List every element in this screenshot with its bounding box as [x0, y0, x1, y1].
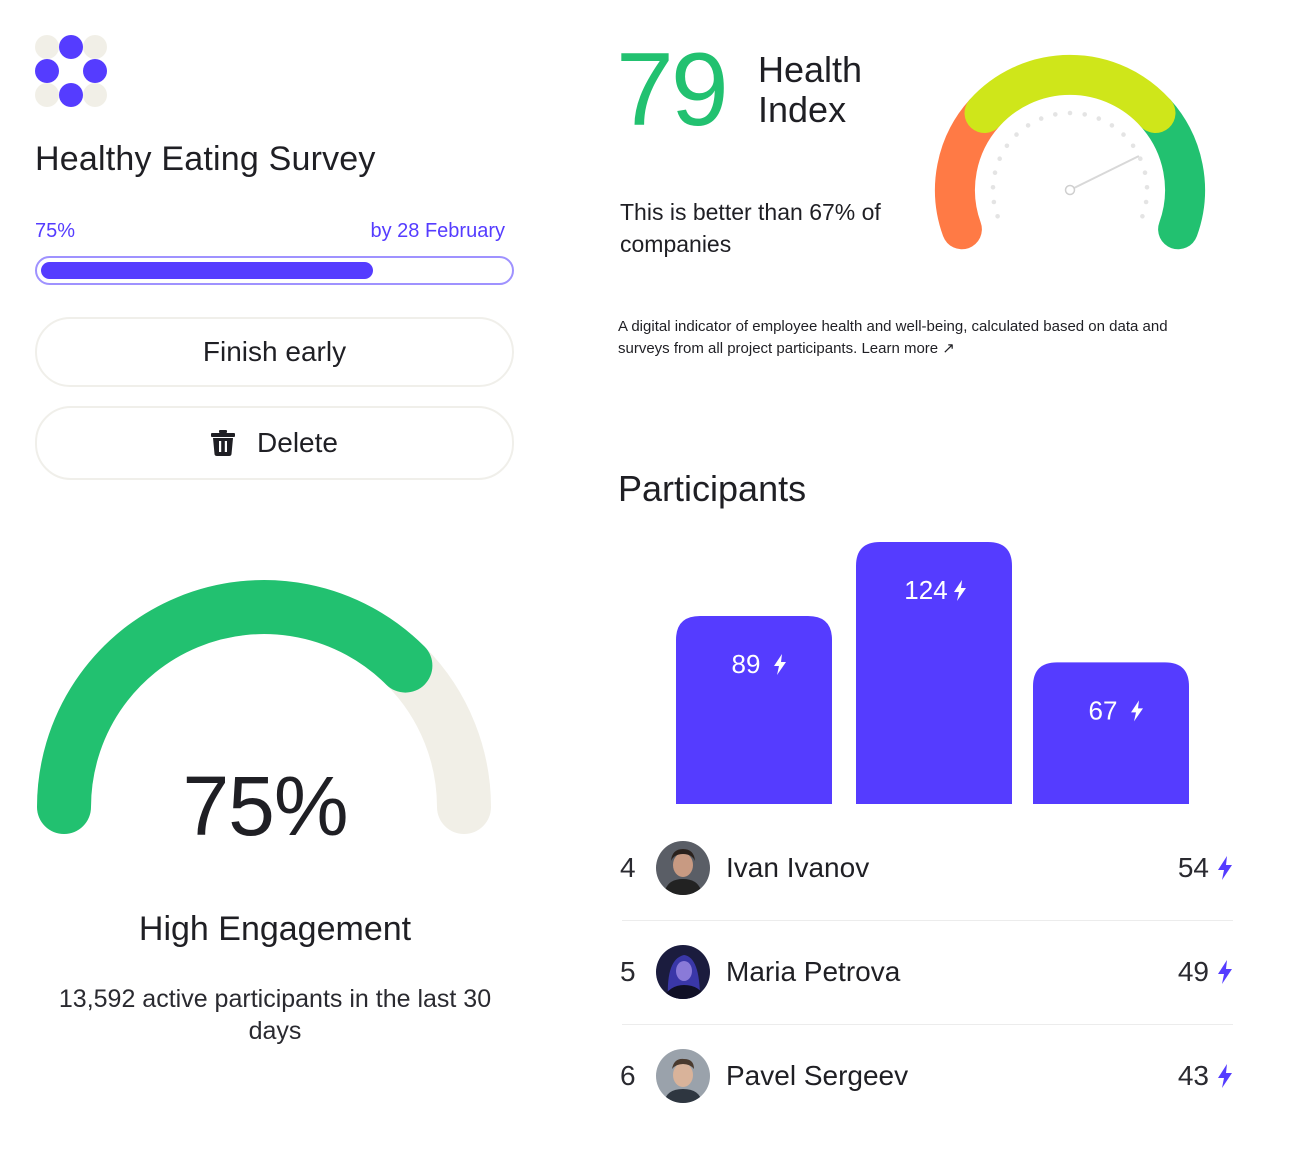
podium-bar [856, 542, 1012, 804]
gauge-tick-dot [1082, 112, 1087, 117]
gauge-tick-dots [990, 110, 1150, 219]
gauge-segment-mid [964, 54, 1176, 133]
energy-bolt-icon [1131, 700, 1143, 722]
participant-name: Pavel Sergeev [726, 1060, 909, 1091]
delete-label: Delete [257, 427, 338, 458]
row-divider [622, 1024, 1233, 1025]
health-index-description-text: A digital indicator of employee health a… [618, 318, 1168, 357]
app-logo [35, 35, 107, 107]
gauge-tick-dot [997, 156, 1002, 161]
participant-score: 49 [1177, 956, 1209, 987]
participant-name: Maria Petrova [726, 956, 901, 987]
gauge-tick-dot [1014, 132, 1019, 137]
gauge-tick-dot [992, 170, 998, 175]
gauge-tick-dot [991, 199, 997, 205]
gauge-needle-hub [1064, 184, 1076, 196]
gauge-tick-dot [995, 214, 1000, 219]
gauge-tick-dot [1144, 185, 1150, 190]
gauge-tick-dot [1130, 143, 1136, 149]
participant-row[interactable]: 6 Pavel Sergeev 43 [620, 1024, 1233, 1128]
energy-bolt-icon [954, 580, 966, 601]
podium-bar-label: 124 [904, 575, 947, 605]
health-index-value: 79 [616, 32, 729, 148]
participant-score: 43 [1177, 1060, 1209, 1091]
progress-deadline: by 28 February [370, 220, 505, 242]
podium-bar-label: 67 [1089, 695, 1118, 725]
participants-podium-chart: 89 124 67 [676, 542, 1189, 804]
gauge-tick-dot [1109, 123, 1115, 128]
participant-rank: 4 [620, 852, 636, 883]
gauge-tick-dot [1140, 214, 1145, 219]
survey-title: Healthy Eating Survey [35, 140, 376, 178]
participant-score: 54 [1177, 852, 1209, 883]
gauge-tick-dot [1004, 143, 1010, 149]
engagement-gauge [37, 580, 491, 834]
avatar [656, 1049, 710, 1103]
participant-name: Ivan Ivanov [726, 852, 870, 883]
gauge-tick-dot [1142, 170, 1148, 175]
avatar [656, 945, 710, 999]
health-index-description: A digital indicator of employee health a… [618, 316, 1218, 360]
participants-title: Participants [618, 468, 807, 509]
gauge-tick-dot [1067, 110, 1073, 116]
finish-early-label: Finish early [202, 336, 347, 367]
podium-bar [676, 615, 832, 804]
engagement-gauge-fill [37, 580, 433, 834]
participant-rank: 5 [620, 956, 636, 987]
gauge-tick-dot [1038, 116, 1044, 121]
progress-bar [35, 256, 514, 285]
engagement-description: 13,592 active participants in the last 3… [58, 985, 492, 1045]
gauge-needle [1069, 155, 1140, 191]
participant-row[interactable]: 4 Ivan Ivanov 54 [620, 816, 1233, 920]
gauge-tick-dot [1121, 132, 1126, 137]
energy-bolt-icon [1218, 856, 1232, 880]
progress-bar-fill [41, 262, 373, 279]
gauge-tick-dot [1053, 112, 1058, 117]
gauge-tick-dot [990, 185, 996, 190]
avatar [656, 841, 710, 895]
engagement-percent: 75% [182, 759, 348, 853]
trash-icon [211, 430, 236, 456]
gauge-tick-dot [1025, 123, 1031, 128]
learn-more-link[interactable]: Learn more ↗ [861, 340, 955, 357]
participant-rank: 6 [620, 1060, 636, 1091]
health-index-label: Health Index [758, 49, 863, 130]
delete-button[interactable]: Delete [35, 406, 514, 480]
energy-bolt-icon [1218, 1064, 1232, 1088]
progress-percent: 75% [35, 220, 76, 242]
energy-bolt-icon [774, 653, 786, 675]
podium-bar [1033, 662, 1189, 804]
row-divider [622, 920, 1233, 921]
health-index-gauge [935, 54, 1205, 250]
finish-early-button[interactable]: Finish early [35, 317, 514, 387]
health-index-comparison: This is better than 67% of companies [620, 199, 881, 257]
podium-bar-label: 89 [732, 649, 761, 679]
gauge-tick-dot [1143, 199, 1149, 205]
gauge-tick-dot [1138, 156, 1143, 161]
energy-bolt-icon [1218, 960, 1232, 984]
engagement-title: High Engagement [138, 910, 412, 948]
gauge-tick-dot [1096, 116, 1102, 121]
participant-row[interactable]: 5 Maria Petrova 49 [620, 920, 1233, 1024]
